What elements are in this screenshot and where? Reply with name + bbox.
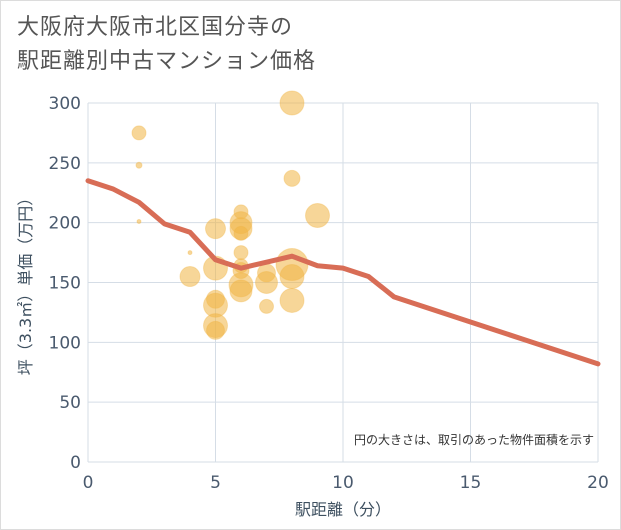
bubble-point: [255, 271, 278, 294]
bubble-point: [233, 245, 249, 261]
bubble-point: [305, 202, 330, 228]
y-tick-label: 100: [49, 333, 81, 353]
y-tick-label: 300: [49, 94, 81, 114]
y-tick-label: 0: [70, 453, 81, 473]
chart-title-line2: 駅距離別中古マンション価格: [17, 49, 317, 74]
bubble-size-note: 円の大きさは、取引のあった物件面積を示す: [354, 432, 594, 447]
x-axis-label: 駅距離（分）: [295, 500, 391, 519]
chart-title-line1: 大阪府大阪市北区国分寺の: [17, 15, 294, 40]
trend-series: [85, 178, 601, 367]
bubble-point: [131, 125, 147, 141]
bubble-point: [187, 250, 193, 256]
x-tick-label: 5: [210, 473, 221, 493]
y-tick-label: 200: [49, 214, 81, 234]
x-tick-label: 20: [587, 473, 609, 493]
grid-lines: [87, 102, 599, 463]
chart-title: 大阪府大阪市北区国分寺の 駅距離別中古マンション価格: [17, 11, 316, 79]
bubble-point: [283, 169, 301, 187]
bubble-point: [279, 264, 305, 290]
bubble-point: [135, 161, 143, 169]
bubble-point: [279, 90, 305, 116]
y-tick-label: 250: [49, 154, 81, 174]
bubble-series: [131, 90, 330, 340]
trend-line: [85, 178, 601, 367]
bubble-point: [206, 320, 225, 340]
y-axis-label: 坪（3.3㎡）単価（万円）: [16, 190, 35, 375]
bubble-point: [259, 298, 274, 314]
bubble-point: [205, 218, 226, 240]
x-tick-label: 10: [332, 473, 354, 493]
y-tick-label: 50: [59, 393, 81, 413]
bubble-point: [233, 225, 249, 241]
bubble-point: [279, 287, 305, 313]
bubble-point: [136, 218, 142, 224]
x-tick-label: 15: [460, 473, 482, 493]
bubble-point: [229, 279, 253, 303]
y-tick-label: 150: [49, 274, 81, 294]
bubble-point: [179, 266, 201, 288]
x-tick-label: 0: [83, 473, 94, 493]
